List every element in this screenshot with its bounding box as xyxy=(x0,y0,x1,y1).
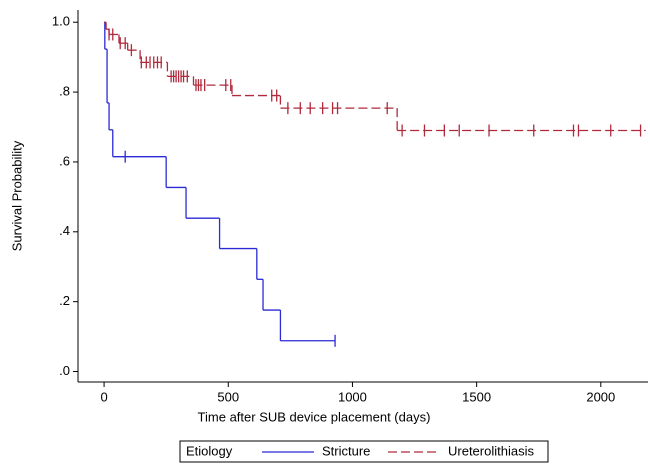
y-tick-label: 1.0 xyxy=(52,14,70,29)
y-tick-label: .6 xyxy=(59,153,70,168)
x-axis-title: Time after SUB device placement (days) xyxy=(198,409,431,424)
y-axis-title: Survival Probability xyxy=(9,140,24,251)
x-tick-label: 0 xyxy=(100,389,107,404)
y-tick-label: .2 xyxy=(59,293,70,308)
legend-label: Ureterolithiasis xyxy=(448,443,534,458)
legend-label: Stricture xyxy=(322,443,370,458)
x-tick-label: 1500 xyxy=(462,389,491,404)
x-tick-label: 500 xyxy=(217,389,239,404)
x-tick-label: 2000 xyxy=(586,389,615,404)
legend-box xyxy=(179,440,549,463)
y-tick-label: .0 xyxy=(59,363,70,378)
y-tick-label: .4 xyxy=(59,223,70,238)
x-tick-label: 1000 xyxy=(338,389,367,404)
legend-title: Etiology xyxy=(186,443,233,458)
y-tick-label: .8 xyxy=(59,84,70,99)
